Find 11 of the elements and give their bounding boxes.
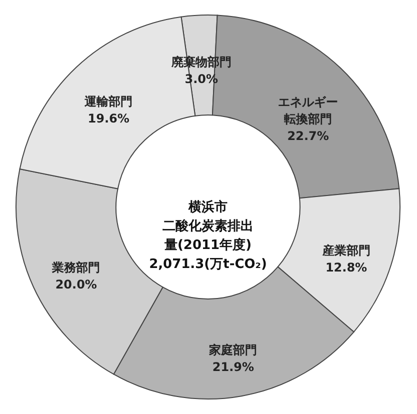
data-label: 22.7%: [287, 129, 329, 144]
slice-label: エネルギー転換部門: [278, 95, 338, 126]
text: 横浜市二酸化炭素排出量(2011年度)2,071.3(万t-CO₂): [149, 199, 267, 272]
data-label: 20.0%: [55, 277, 97, 292]
slice-label: 運輸部門: [84, 94, 133, 108]
slice-label: 産業部門: [321, 244, 370, 258]
slice-label: 家庭部門: [208, 342, 258, 357]
data-label: 19.6%: [88, 111, 130, 126]
slice-label: 業務部門: [51, 260, 100, 274]
data-label: 12.8%: [325, 260, 368, 275]
data-label: 21.9%: [212, 360, 254, 374]
